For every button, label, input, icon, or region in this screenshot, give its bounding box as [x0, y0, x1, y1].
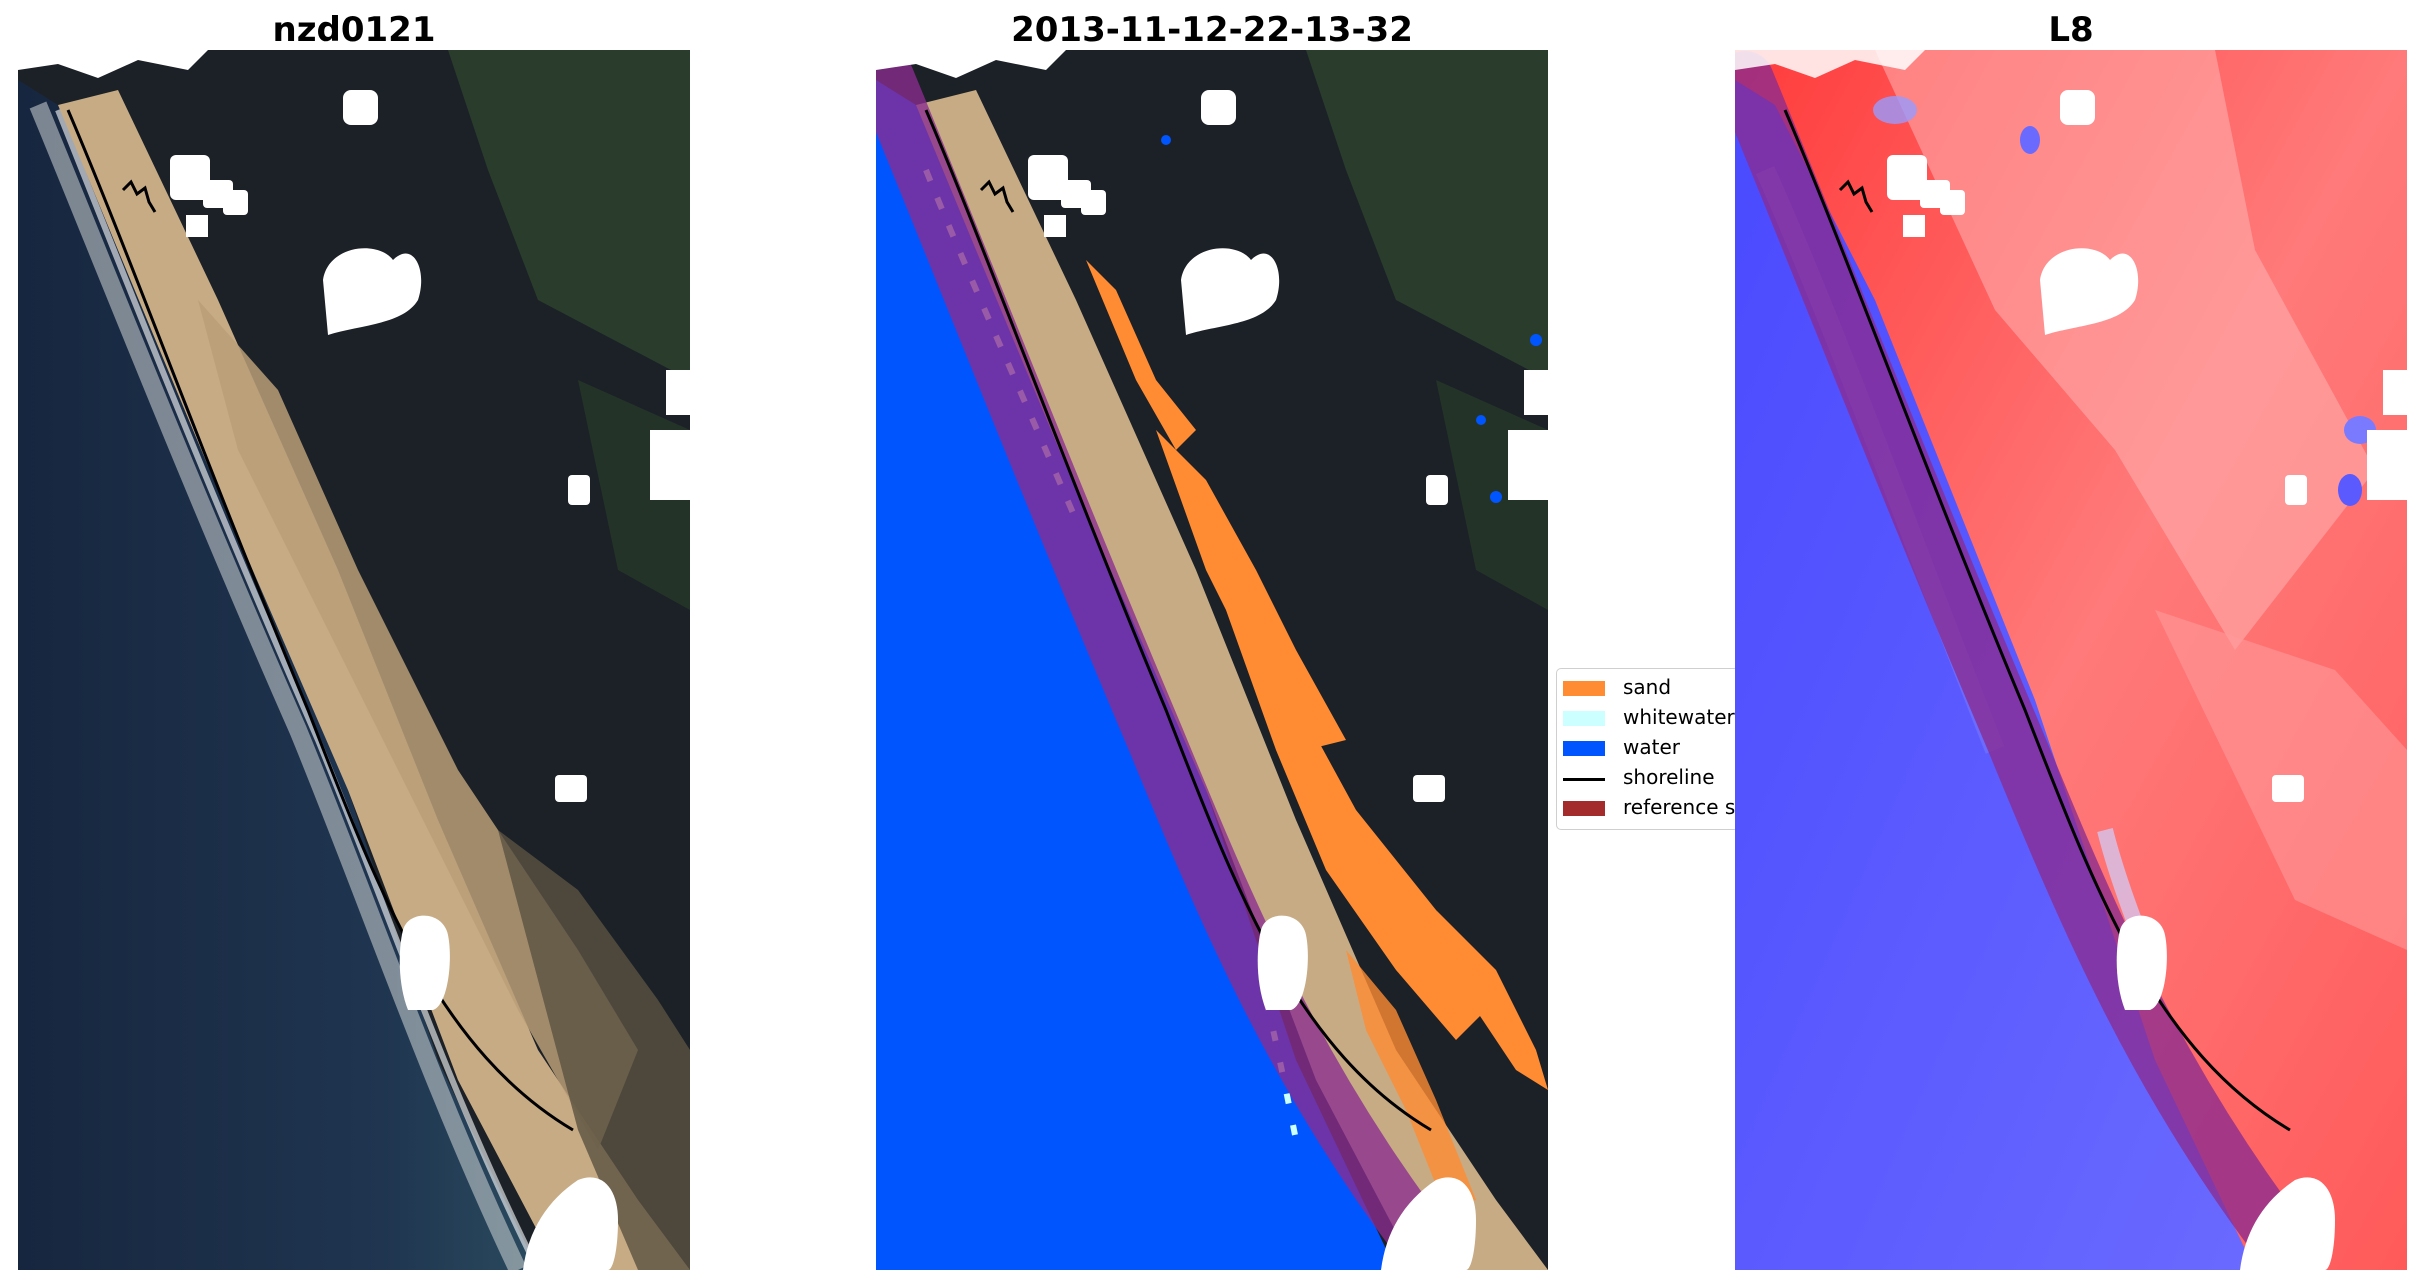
legend-item-sand: sand [1557, 673, 1741, 703]
classified-image [876, 50, 1548, 1270]
legend-item-whitewater: whitewater [1557, 703, 1741, 733]
panel-title-rgb: nzd0121 [272, 10, 436, 50]
panel-title-index: L8 [2048, 10, 2094, 50]
legend-item-reference-shoreline: reference s [1557, 793, 1741, 823]
legend-item-water: water [1557, 733, 1741, 763]
legend: sand whitewater water shoreline referenc… [1556, 668, 1742, 830]
rgb-satellite-image [18, 50, 690, 1270]
water-index-image [1735, 50, 2407, 1270]
legend-item-shoreline: shoreline [1557, 763, 1741, 793]
panel-title-classified: 2013-11-12-22-13-32 [1011, 10, 1413, 50]
